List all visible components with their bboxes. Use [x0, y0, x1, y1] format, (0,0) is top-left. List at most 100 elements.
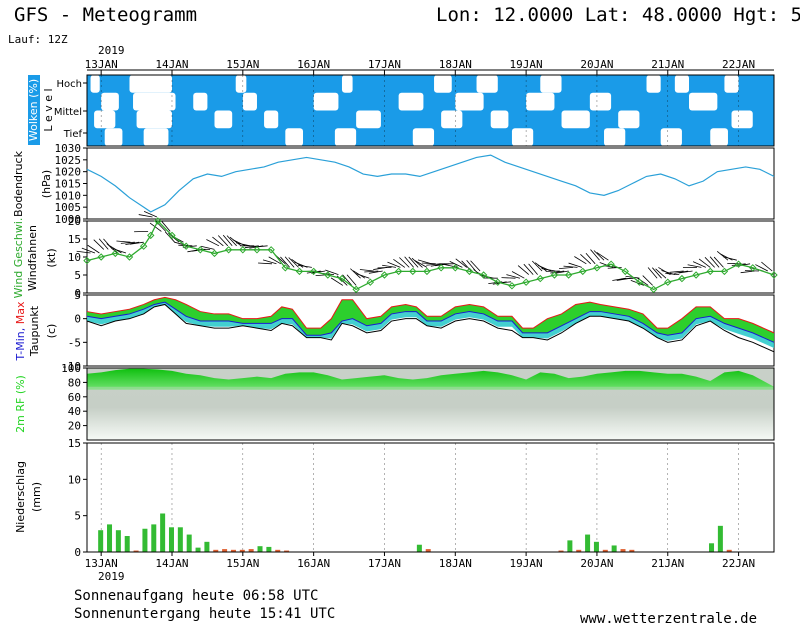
wind-barb — [455, 258, 468, 268]
wind-barb — [236, 242, 250, 247]
y-tick-label: 20 — [68, 420, 81, 433]
wind-barb — [755, 264, 768, 272]
wind-barb — [232, 239, 246, 247]
wind-barb — [642, 275, 653, 286]
wind-barb — [359, 269, 374, 272]
rh-fade-band — [87, 386, 774, 390]
temperature-range-fill — [87, 297, 774, 343]
precip-bar — [284, 550, 290, 552]
wind-point — [706, 267, 714, 276]
wind-barb — [585, 252, 596, 265]
wind-barb — [116, 240, 131, 243]
wind-point — [409, 267, 417, 276]
wind-barb — [470, 260, 481, 272]
wind-point — [621, 267, 629, 276]
temperature-ylabel: T-Min, Max — [14, 301, 27, 361]
wind-barb — [120, 241, 135, 244]
wind-barb — [399, 257, 410, 268]
precip-bar — [602, 549, 608, 552]
precip-yunit-group: (mm) — [30, 482, 43, 512]
cloud-ylabel-background — [28, 75, 40, 145]
precip-bar — [266, 546, 272, 552]
wind-barb — [325, 269, 339, 275]
y-tick-label: 20 — [68, 215, 81, 228]
wind-barb — [112, 248, 127, 254]
y-tick-label: 5 — [74, 510, 81, 523]
wind-barb — [212, 236, 224, 247]
wind-point — [770, 271, 778, 279]
wind-barb — [414, 260, 428, 268]
wind-barb — [93, 239, 105, 250]
wind-barb — [652, 267, 662, 279]
cloud-clear-patch — [334, 128, 357, 146]
date-tick-bottom: 20JAN — [580, 557, 613, 570]
wind-barb — [704, 257, 715, 268]
y-tick-label: -5 — [68, 336, 81, 349]
wind-barb — [687, 264, 702, 268]
wind-barb — [655, 268, 667, 279]
wind-ylabel: Wind Geschwi. — [12, 218, 25, 299]
precip-bar — [177, 527, 183, 552]
source-link[interactable]: www.wetterzentrale.de — [580, 611, 757, 625]
precip-bar — [107, 524, 113, 552]
precip-bar — [124, 536, 130, 552]
wind-point — [579, 267, 587, 276]
page-title: GFS - Meteogramm — [14, 4, 197, 26]
precip-bar — [558, 550, 564, 552]
wind-barb — [590, 249, 600, 261]
y-tick-label: 1020 — [55, 166, 82, 179]
wind-barb — [258, 262, 273, 265]
wind-barb — [461, 260, 472, 272]
wind-point — [338, 274, 346, 283]
cloud-clear-patch — [341, 75, 353, 93]
wind-barb — [740, 270, 755, 274]
wind-barb — [444, 264, 459, 268]
cloud-clear-patch — [476, 75, 498, 93]
wind-point — [692, 271, 700, 279]
wind-barb — [149, 222, 162, 232]
temperature-yunit-group: (c) — [45, 324, 58, 339]
wind-barb — [580, 254, 592, 265]
cloud-clear-patch — [526, 92, 555, 111]
cloud-clear-patch — [660, 128, 682, 146]
wind-barb — [284, 256, 295, 268]
cloud-clear-patch — [689, 92, 718, 111]
precip-bar — [567, 540, 573, 552]
cloud-clear-patch — [455, 92, 484, 111]
precip-bar — [629, 549, 635, 552]
wind-barb — [636, 277, 649, 286]
date-tick-bottom: 21JAN — [651, 557, 684, 570]
y-tick-label: 100 — [61, 362, 81, 375]
wind-barb — [342, 274, 353, 286]
temperature-ylabel2-group: Taupunkt — [28, 305, 41, 357]
wind-point — [564, 271, 573, 279]
pressure-line — [86, 154, 775, 213]
y-tick-label: 80 — [68, 376, 81, 389]
wind-point — [479, 271, 488, 279]
wind-barb — [98, 238, 109, 250]
cloud-clear-patch — [434, 75, 452, 93]
cloud-clear-patch — [193, 92, 208, 111]
wind-barb — [222, 234, 233, 247]
wind-barb — [517, 265, 530, 275]
cloud-clear-patch — [674, 75, 690, 93]
wind-barb — [692, 261, 706, 268]
cloud-level-axis-label-group: L e v e l — [42, 88, 55, 131]
wind-point — [196, 246, 205, 254]
cloud-clear-patch — [143, 128, 169, 146]
wind-barb — [674, 270, 689, 274]
wind-point — [465, 267, 474, 276]
precip-bar — [142, 528, 148, 552]
wind-barb — [559, 267, 574, 269]
temperature-yunit: (c) — [45, 324, 58, 339]
wind-point — [394, 267, 403, 276]
temperature-low-fill — [87, 302, 774, 349]
wind-barb — [138, 214, 153, 218]
wind-barb — [368, 270, 383, 274]
y-tick-label: 10 — [68, 473, 81, 486]
cloud-clear-patch — [264, 110, 279, 129]
wind-barb — [511, 271, 525, 279]
date-tick-top: 20JAN — [580, 58, 613, 71]
wind-point — [734, 260, 743, 268]
